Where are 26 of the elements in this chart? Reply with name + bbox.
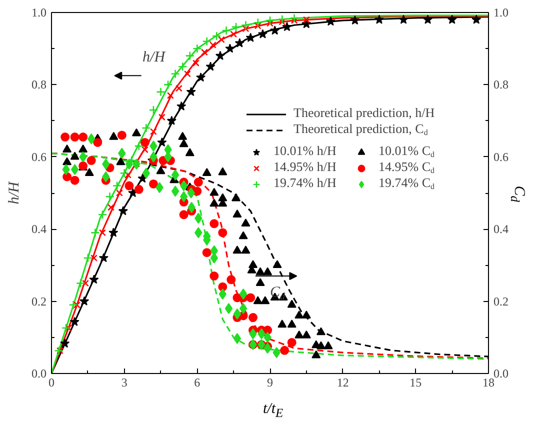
y-tick-label: 0.4 — [32, 222, 46, 236]
x-tick-label: 15 — [410, 376, 422, 390]
y2-tick-label: 0.4 — [494, 222, 508, 236]
x-tick-label: 6 — [194, 376, 200, 390]
x-tick-label: 12 — [336, 376, 349, 390]
x-tick-label: 18 — [482, 376, 494, 390]
x-tick-label: 9 — [267, 376, 273, 390]
y2-tick-label: 0.8 — [494, 78, 508, 92]
y-tick-label: 0.0 — [32, 366, 46, 380]
y-tick-label: 1.0 — [32, 6, 46, 20]
legend-label: 19.74% h/H — [274, 175, 336, 190]
y-axis-title: h/H — [6, 180, 22, 204]
legend-label: 14.95% h/H — [274, 159, 336, 174]
annotation: h/H — [142, 50, 166, 66]
y-tick-label: 0.6 — [32, 150, 46, 164]
x-tick-label: 0 — [48, 376, 54, 390]
y2-tick-label: 0.6 — [494, 150, 508, 164]
y2-tick-label: 0.2 — [494, 294, 508, 308]
y2-tick-label: 0.0 — [494, 366, 508, 380]
legend-label: 10.01% h/H — [274, 143, 336, 158]
legend-label: Theoretical prediction, h/H — [294, 105, 435, 120]
x-axis-title: t/t$_{E}$ — [263, 400, 284, 422]
y2-tick-label: 1.0 — [494, 6, 508, 20]
y-tick-label: 0.8 — [32, 78, 46, 92]
x-tick-label: 3 — [121, 376, 128, 390]
y-tick-label: 0.2 — [32, 294, 46, 308]
